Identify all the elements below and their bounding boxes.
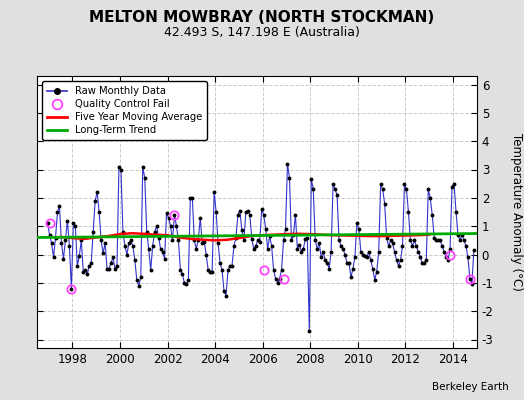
Text: 42.493 S, 147.198 E (Australia): 42.493 S, 147.198 E (Australia) (164, 26, 360, 39)
Legend: Raw Monthly Data, Quality Control Fail, Five Year Moving Average, Long-Term Tren: Raw Monthly Data, Quality Control Fail, … (42, 81, 207, 140)
Y-axis label: Temperature Anomaly (°C): Temperature Anomaly (°C) (510, 133, 523, 291)
Text: Berkeley Earth: Berkeley Earth (432, 382, 508, 392)
Text: MELTON MOWBRAY (NORTH STOCKMAN): MELTON MOWBRAY (NORTH STOCKMAN) (90, 10, 434, 25)
